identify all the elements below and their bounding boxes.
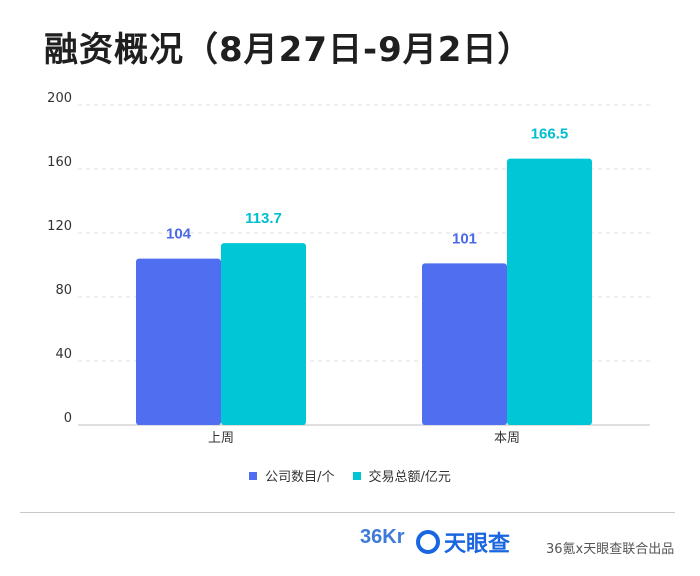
- bar: [422, 263, 507, 425]
- x-tick-label: 本周: [494, 431, 520, 446]
- chart-legend: 公司数目/个 交易总额/亿元: [0, 466, 700, 485]
- legend-item-amount[interactable]: 交易总额/亿元: [352, 466, 451, 485]
- footer-divider: [20, 512, 675, 513]
- y-tick-label: 80: [55, 283, 72, 298]
- bar-chart: 0 40 80 120 160 200 104 113.7 上周 101 166.5 本周: [47, 91, 650, 446]
- y-tick-label: 160: [47, 155, 72, 170]
- data-label: 113.7: [245, 210, 282, 227]
- legend-item-companies[interactable]: 公司数目/个: [249, 466, 335, 485]
- data-label: 104: [166, 226, 192, 243]
- logo-tianyancha-text: 天眼查: [444, 532, 511, 557]
- data-label: 166.5: [531, 126, 569, 143]
- data-label: 101: [452, 230, 477, 247]
- legend-label-companies: 公司数目/个: [265, 470, 335, 485]
- bar: [221, 243, 306, 425]
- y-tick-label: 200: [47, 91, 72, 106]
- bar: [136, 258, 221, 425]
- y-tick-label: 40: [55, 347, 72, 362]
- tianyancha-logo-icon: [416, 530, 440, 554]
- logo-36kr: 36Kr: [360, 526, 405, 548]
- bar: [507, 158, 592, 425]
- legend-label-amount: 交易总额/亿元: [368, 470, 451, 485]
- y-tick-label: 0: [64, 411, 72, 426]
- y-tick-label: 120: [47, 219, 72, 234]
- legend-swatch-companies: [249, 471, 258, 480]
- logo-tianyancha: 天眼查: [416, 526, 510, 558]
- legend-swatch-amount: [352, 471, 361, 480]
- x-tick-label: 上周: [208, 431, 234, 446]
- chart-title: 融资概况（8月27日-9月2日）: [44, 30, 533, 70]
- footer-credit: 36氪x天眼查联合出品: [546, 542, 675, 557]
